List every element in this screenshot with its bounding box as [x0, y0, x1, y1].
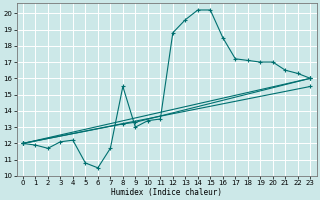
- X-axis label: Humidex (Indice chaleur): Humidex (Indice chaleur): [111, 188, 222, 197]
